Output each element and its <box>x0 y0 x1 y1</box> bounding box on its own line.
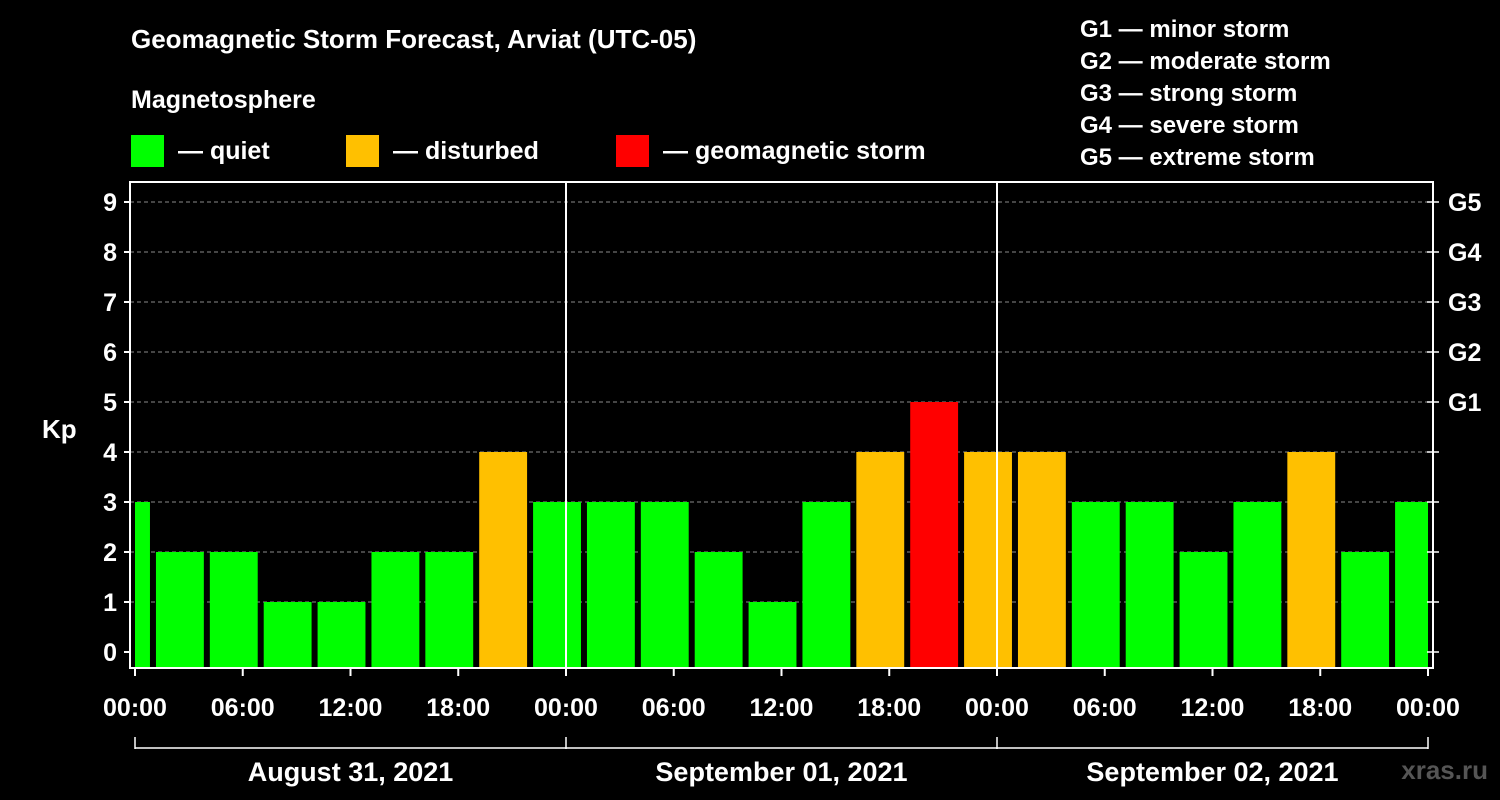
y-tick-label-8: 8 <box>103 239 117 267</box>
storm-level-g5: G5 — extreme storm <box>1080 144 1315 171</box>
right-tick-label-g5: G5 <box>1448 189 1481 217</box>
storm-level-legend: G1 — minor storm G2 — moderate storm G3 … <box>1080 14 1331 174</box>
kp-bar-1 <box>155 552 204 668</box>
kp-bar-20 <box>1179 552 1228 668</box>
legend-swatch-quiet <box>131 135 164 167</box>
kp-bar-2 <box>209 552 258 668</box>
x-tick-label-9: 06:00 <box>1073 694 1137 722</box>
day-label-0: August 31, 2021 <box>248 757 454 787</box>
kp-bar-14 <box>856 452 905 668</box>
storm-level-g1: G1 — minor storm <box>1080 16 1290 43</box>
kp-bar-23 <box>1341 552 1390 668</box>
y-tick-label-3: 3 <box>103 489 117 517</box>
day-label-1: September 01, 2021 <box>655 757 907 787</box>
x-tick-label-12: 00:00 <box>1396 694 1460 722</box>
x-tick-label-8: 00:00 <box>965 694 1029 722</box>
x-tick-label-3: 18:00 <box>426 694 490 722</box>
legend-item-quiet: — quiet <box>131 135 270 167</box>
y-tick-label-6: 6 <box>103 339 117 367</box>
kp-bar-17 <box>1017 452 1066 668</box>
legend-swatch-disturbed <box>346 135 379 167</box>
kp-bar-10 <box>640 502 689 668</box>
kp-bar-24 <box>1395 502 1428 668</box>
legend-item-storm: — geomagnetic storm <box>616 135 926 167</box>
x-tick-label-7: 18:00 <box>857 694 921 722</box>
legend-label-quiet: — quiet <box>178 136 270 165</box>
kp-bar-19 <box>1125 502 1174 668</box>
right-tick-label-g4: G4 <box>1448 239 1481 267</box>
y-tick-label-9: 9 <box>103 189 117 217</box>
kp-bar-4 <box>317 602 366 668</box>
storm-level-g4: G4 — severe storm <box>1080 112 1299 139</box>
storm-level-g3: G3 — strong storm <box>1080 80 1298 107</box>
kp-bar-3 <box>263 602 312 668</box>
kp-bar-7 <box>479 452 528 668</box>
day-label-2: September 02, 2021 <box>1086 757 1338 787</box>
chart-title: Geomagnetic Storm Forecast, Arviat (UTC-… <box>131 24 697 54</box>
kp-bar-15 <box>910 402 959 668</box>
x-tick-label-4: 00:00 <box>534 694 598 722</box>
magnetosphere-label: Magnetosphere <box>131 86 316 114</box>
kp-bar-18 <box>1071 502 1120 668</box>
x-tick-label-5: 06:00 <box>642 694 706 722</box>
y-tick-label-4: 4 <box>103 439 117 467</box>
kp-bar-6 <box>425 552 474 668</box>
x-tick-label-11: 18:00 <box>1288 694 1352 722</box>
legend-label-storm: — geomagnetic storm <box>663 136 926 165</box>
x-tick-label-1: 06:00 <box>211 694 275 722</box>
legend-item-disturbed: — disturbed <box>346 135 539 167</box>
y-tick-label-0: 0 <box>103 639 117 667</box>
kp-bar-13 <box>802 502 851 668</box>
x-tick-label-10: 12:00 <box>1181 694 1245 722</box>
storm-level-g2: G2 — moderate storm <box>1080 48 1331 75</box>
watermark: xras.ru <box>1401 755 1488 785</box>
kp-bar-21 <box>1233 502 1282 668</box>
right-tick-label-g2: G2 <box>1448 339 1481 367</box>
right-tick-label-g3: G3 <box>1448 289 1481 317</box>
kp-bar-11 <box>694 552 743 668</box>
right-tick-label-g1: G1 <box>1448 389 1481 417</box>
x-tick-label-6: 12:00 <box>750 694 814 722</box>
x-tick-label-2: 12:00 <box>319 694 383 722</box>
kp-bar-12 <box>748 602 797 668</box>
kp-bar-9 <box>586 502 635 668</box>
kp-bar-5 <box>371 552 420 668</box>
legend-label-disturbed: — disturbed <box>393 136 539 165</box>
y-axis-label: Kp <box>42 414 77 444</box>
y-tick-label-2: 2 <box>103 539 117 567</box>
y-tick-label-1: 1 <box>103 589 117 617</box>
kp-bar-0 <box>135 502 150 668</box>
legend-swatch-storm <box>616 135 649 167</box>
kp-bar-16 <box>964 452 1012 668</box>
x-tick-label-0: 00:00 <box>103 694 167 722</box>
y-tick-label-5: 5 <box>103 389 117 417</box>
y-tick-label-7: 7 <box>103 289 117 317</box>
kp-bar-22 <box>1287 452 1336 668</box>
kp-bar-8 <box>533 502 581 668</box>
